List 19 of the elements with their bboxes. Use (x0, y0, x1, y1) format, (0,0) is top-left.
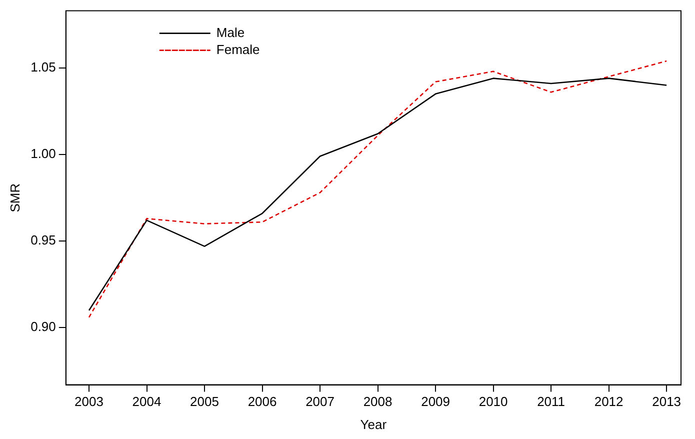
x-tick-label: 2010 (478, 394, 508, 410)
y-tick-label: 0.90 (30, 319, 56, 334)
x-axis-title: Year (360, 416, 388, 432)
x-tick-label: 2004 (132, 394, 162, 410)
x-tick-label: 2003 (74, 394, 104, 410)
y-tick-label: 0.95 (30, 232, 56, 248)
x-tick-label: 2006 (248, 394, 277, 410)
legend-label: Male (216, 24, 245, 40)
x-tick-label: 2012 (594, 394, 624, 410)
x-tick-label: 2011 (537, 394, 566, 410)
y-tick-label: 1.05 (30, 60, 56, 75)
y-tick-label: 1.00 (30, 146, 56, 162)
x-tick-label: 2005 (190, 394, 219, 410)
x-tick-label: 2007 (306, 394, 334, 410)
x-tick-label: 2008 (363, 394, 392, 410)
legend-label: Female (216, 42, 260, 57)
x-tick-label: 2013 (652, 394, 682, 410)
y-axis-title: SMR (7, 183, 22, 212)
x-tick-label: 2009 (421, 394, 450, 410)
